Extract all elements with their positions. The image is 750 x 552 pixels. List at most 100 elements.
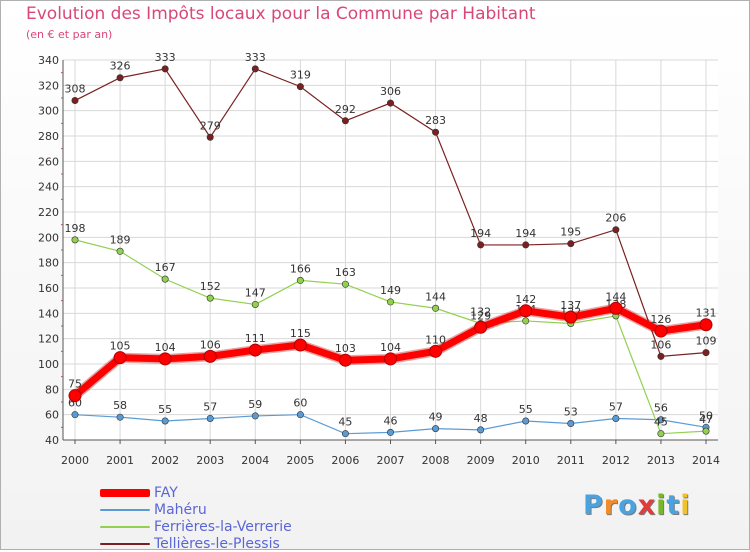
- data-label-maheru: 50: [699, 409, 713, 422]
- legend-label: Mahéru: [154, 501, 207, 518]
- data-label-fay: 110: [425, 333, 446, 346]
- data-point-fay: [429, 344, 443, 358]
- data-label-tellieres-le-plessis: 333: [155, 51, 176, 64]
- logo-letter: r: [603, 490, 619, 521]
- y-tick-label: 140: [38, 307, 59, 320]
- data-label-maheru: 60: [293, 397, 307, 410]
- data-label-ferrieres-la-verrerie: 198: [65, 222, 86, 235]
- x-tick-label: 2012: [602, 454, 630, 467]
- data-label-maheru: 46: [384, 414, 398, 427]
- data-point-ferrieres-la-verrerie: [116, 247, 124, 255]
- data-point-maheru: [116, 413, 124, 421]
- y-tick-label: 340: [38, 54, 59, 67]
- proxiti-logo: Proxiti: [583, 490, 691, 521]
- y-tick-label: 240: [38, 181, 59, 194]
- data-point-maheru: [251, 412, 259, 420]
- data-point-fay: [248, 343, 262, 357]
- data-point-tellieres-le-plessis: [206, 133, 214, 141]
- data-label-tellieres-le-plessis: 306: [380, 85, 401, 98]
- data-point-ferrieres-la-verrerie: [341, 280, 349, 288]
- data-point-tellieres-le-plessis: [702, 349, 710, 357]
- data-point-ferrieres-la-verrerie: [522, 317, 530, 325]
- data-point-ferrieres-la-verrerie: [702, 427, 710, 435]
- data-point-maheru: [341, 430, 349, 438]
- y-tick-label: 280: [38, 130, 59, 143]
- data-label-ferrieres-la-verrerie: 45: [654, 416, 668, 429]
- data-label-tellieres-le-plessis: 292: [335, 103, 356, 116]
- y-tick-label: 100: [38, 358, 59, 371]
- y-tick-label: 260: [38, 155, 59, 168]
- data-point-fay: [564, 310, 578, 324]
- data-label-maheru: 57: [609, 400, 623, 413]
- data-point-maheru: [612, 414, 620, 422]
- data-label-maheru: 45: [338, 416, 352, 429]
- data-point-maheru: [567, 420, 575, 428]
- data-label-maheru: 57: [203, 400, 217, 413]
- data-label-ferrieres-la-verrerie: 166: [290, 262, 311, 275]
- legend-swatch: [100, 488, 150, 497]
- data-point-tellieres-le-plessis: [567, 240, 575, 248]
- logo-letter: t: [666, 490, 681, 521]
- x-tick-label: 2004: [241, 454, 269, 467]
- data-point-fay: [609, 301, 623, 315]
- data-label-fay: 106: [200, 338, 221, 351]
- data-point-fay: [68, 389, 82, 403]
- data-label-ferrieres-la-verrerie: 189: [110, 233, 131, 246]
- data-point-tellieres-le-plessis: [432, 128, 440, 136]
- data-point-fay: [474, 320, 488, 334]
- x-tick-label: 2001: [106, 454, 134, 467]
- legend-item-tellieres-le-plessis: Tellières-le-Plessis: [100, 535, 292, 552]
- data-point-ferrieres-la-verrerie: [206, 294, 214, 302]
- data-label-tellieres-le-plessis: 194: [515, 227, 536, 240]
- data-label-ferrieres-la-verrerie: 147: [245, 286, 266, 299]
- data-point-maheru: [657, 416, 665, 424]
- y-tick-label: 160: [38, 282, 59, 295]
- data-label-tellieres-le-plessis: 279: [200, 119, 221, 132]
- data-label-fay: 131: [696, 307, 717, 320]
- data-point-tellieres-le-plessis: [116, 74, 124, 82]
- data-label-ferrieres-la-verrerie: 149: [380, 284, 401, 297]
- data-label-maheru: 49: [429, 411, 443, 424]
- data-point-maheru: [477, 426, 485, 434]
- data-label-fay: 129: [470, 309, 491, 322]
- logo-letter: i: [680, 490, 691, 521]
- data-label-maheru: 56: [654, 402, 668, 415]
- data-label-tellieres-le-plessis: 333: [245, 51, 266, 64]
- data-label-fay: 137: [560, 299, 581, 312]
- logo-letter: i: [656, 490, 667, 521]
- data-label-fay: 115: [290, 327, 311, 340]
- data-label-ferrieres-la-verrerie: 163: [335, 266, 356, 279]
- x-tick-label: 2006: [331, 454, 359, 467]
- data-point-maheru: [161, 417, 169, 425]
- legend-swatch: [100, 542, 150, 545]
- data-point-tellieres-le-plessis: [657, 352, 665, 360]
- logo-letter: P: [583, 490, 604, 521]
- data-point-tellieres-le-plessis: [296, 83, 304, 91]
- data-label-fay: 144: [605, 290, 626, 303]
- y-tick-label: 60: [45, 409, 59, 422]
- chart-title: Evolution des Impôts locaux pour la Comm…: [26, 4, 536, 24]
- data-label-maheru: 53: [564, 406, 578, 419]
- data-point-maheru: [206, 414, 214, 422]
- data-label-tellieres-le-plessis: 308: [65, 83, 86, 96]
- data-point-tellieres-le-plessis: [71, 97, 79, 105]
- data-label-fay: 126: [650, 313, 671, 326]
- data-point-ferrieres-la-verrerie: [296, 276, 304, 284]
- legend-label: Ferrières-la-Verrerie: [154, 518, 292, 535]
- x-tick-label: 2007: [377, 454, 405, 467]
- y-tick-label: 120: [38, 333, 59, 346]
- data-label-tellieres-le-plessis: 109: [696, 335, 717, 348]
- data-point-tellieres-le-plessis: [251, 65, 259, 73]
- data-point-fay: [158, 352, 172, 366]
- data-point-fay: [203, 349, 217, 363]
- data-point-fay: [654, 324, 668, 338]
- y-tick-label: 300: [38, 105, 59, 118]
- data-point-maheru: [522, 417, 530, 425]
- legend-item-ferrieres-la-verrerie: Ferrières-la-Verrerie: [100, 518, 292, 535]
- legend-swatch: [100, 508, 150, 511]
- data-point-tellieres-le-plessis: [161, 65, 169, 73]
- data-point-ferrieres-la-verrerie: [71, 236, 79, 244]
- logo-letter: x: [637, 490, 657, 521]
- y-tick-label: 220: [38, 206, 59, 219]
